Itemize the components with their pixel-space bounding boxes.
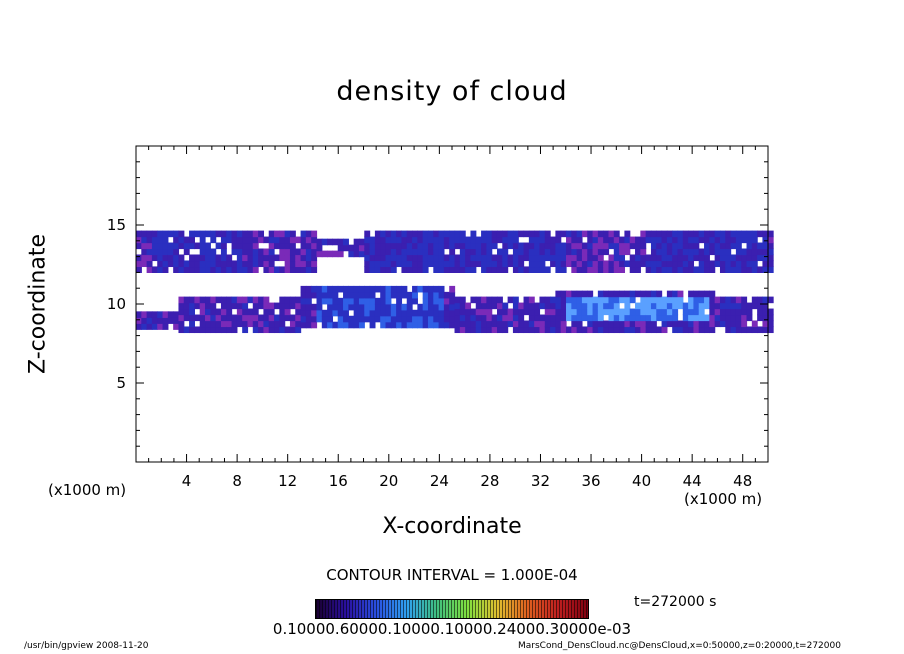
x-axis-unit: (x1000 m) (684, 490, 763, 508)
x-axis-ticks: 4 8 12 16 20 24 28 32 36 40 44 48 (148, 146, 756, 490)
x-tick-label: 16 (329, 472, 348, 490)
x-axis-label: X-coordinate (382, 514, 522, 539)
chart-title: density of cloud (336, 76, 568, 107)
y-tick-label: 10 (107, 295, 126, 313)
contour-interval-label: CONTOUR INTERVAL = 1.000E-04 (326, 566, 578, 584)
x-tick-label: 12 (278, 472, 297, 490)
y-axis-ticks: 5 10 15 (107, 161, 768, 447)
x-tick-label: 4 (182, 472, 192, 490)
x-tick-label: 48 (733, 472, 752, 490)
x-tick-label: 44 (683, 472, 702, 490)
footer-left: /usr/bin/gpview 2008-11-20 (24, 641, 149, 651)
y-axis-unit: (x1000 m) (48, 481, 127, 499)
x-tick-label: 40 (632, 472, 651, 490)
colorbar-labels: 0.10000.60000.10000.10000.24000.30000e-0… (272, 620, 632, 638)
x-tick-label: 8 (232, 472, 242, 490)
cloud-field (136, 230, 774, 334)
x-tick-label: 28 (480, 472, 499, 490)
y-tick-label: 15 (107, 216, 126, 234)
x-tick-label: 20 (379, 472, 398, 490)
x-tick-label: 24 (430, 472, 449, 490)
x-tick-label: 36 (581, 472, 600, 490)
y-axis-label: Z-coordinate (25, 234, 51, 374)
time-label: t=272000 s (634, 594, 717, 610)
colorbar (315, 599, 589, 619)
x-tick-label: 32 (531, 472, 550, 490)
y-tick-label: 5 (116, 374, 126, 392)
footer-right: MarsCond_DensCloud.nc@DensCloud,x=0:5000… (518, 641, 841, 651)
